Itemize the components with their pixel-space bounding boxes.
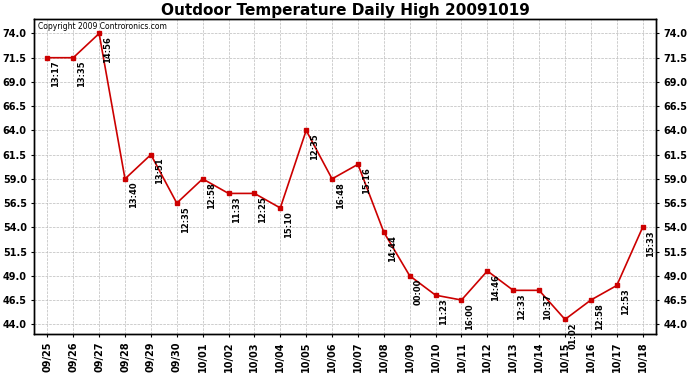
Text: Copyright 2009 Controronics.com: Copyright 2009 Controronics.com bbox=[37, 22, 166, 31]
Text: 12:35: 12:35 bbox=[181, 206, 190, 233]
Title: Outdoor Temperature Daily High 20091019: Outdoor Temperature Daily High 20091019 bbox=[161, 3, 529, 18]
Text: 15:33: 15:33 bbox=[647, 230, 656, 257]
Text: 16:00: 16:00 bbox=[465, 303, 474, 330]
Text: 15:10: 15:10 bbox=[284, 211, 293, 238]
Text: 14:46: 14:46 bbox=[491, 274, 500, 301]
Text: 12:58: 12:58 bbox=[595, 303, 604, 330]
Text: 12:33: 12:33 bbox=[517, 293, 526, 320]
Text: 12:35: 12:35 bbox=[310, 134, 319, 160]
Text: 13:40: 13:40 bbox=[129, 182, 138, 209]
Text: 10:37: 10:37 bbox=[543, 293, 552, 320]
Text: 14:56: 14:56 bbox=[103, 36, 112, 63]
Text: 13:17: 13:17 bbox=[51, 61, 60, 87]
Text: 11:23: 11:23 bbox=[440, 298, 449, 325]
Text: 01:02: 01:02 bbox=[569, 322, 578, 349]
Text: 13:51: 13:51 bbox=[155, 158, 164, 184]
Text: 12:25: 12:25 bbox=[258, 196, 267, 223]
Text: 13:35: 13:35 bbox=[77, 61, 86, 87]
Text: 14:44: 14:44 bbox=[388, 235, 397, 262]
Text: 12:53: 12:53 bbox=[620, 288, 630, 315]
Text: 12:58: 12:58 bbox=[206, 182, 215, 209]
Text: 00:00: 00:00 bbox=[413, 279, 422, 305]
Text: 15:16: 15:16 bbox=[362, 167, 371, 194]
Text: 16:48: 16:48 bbox=[336, 182, 345, 209]
Text: 11:33: 11:33 bbox=[233, 196, 241, 223]
